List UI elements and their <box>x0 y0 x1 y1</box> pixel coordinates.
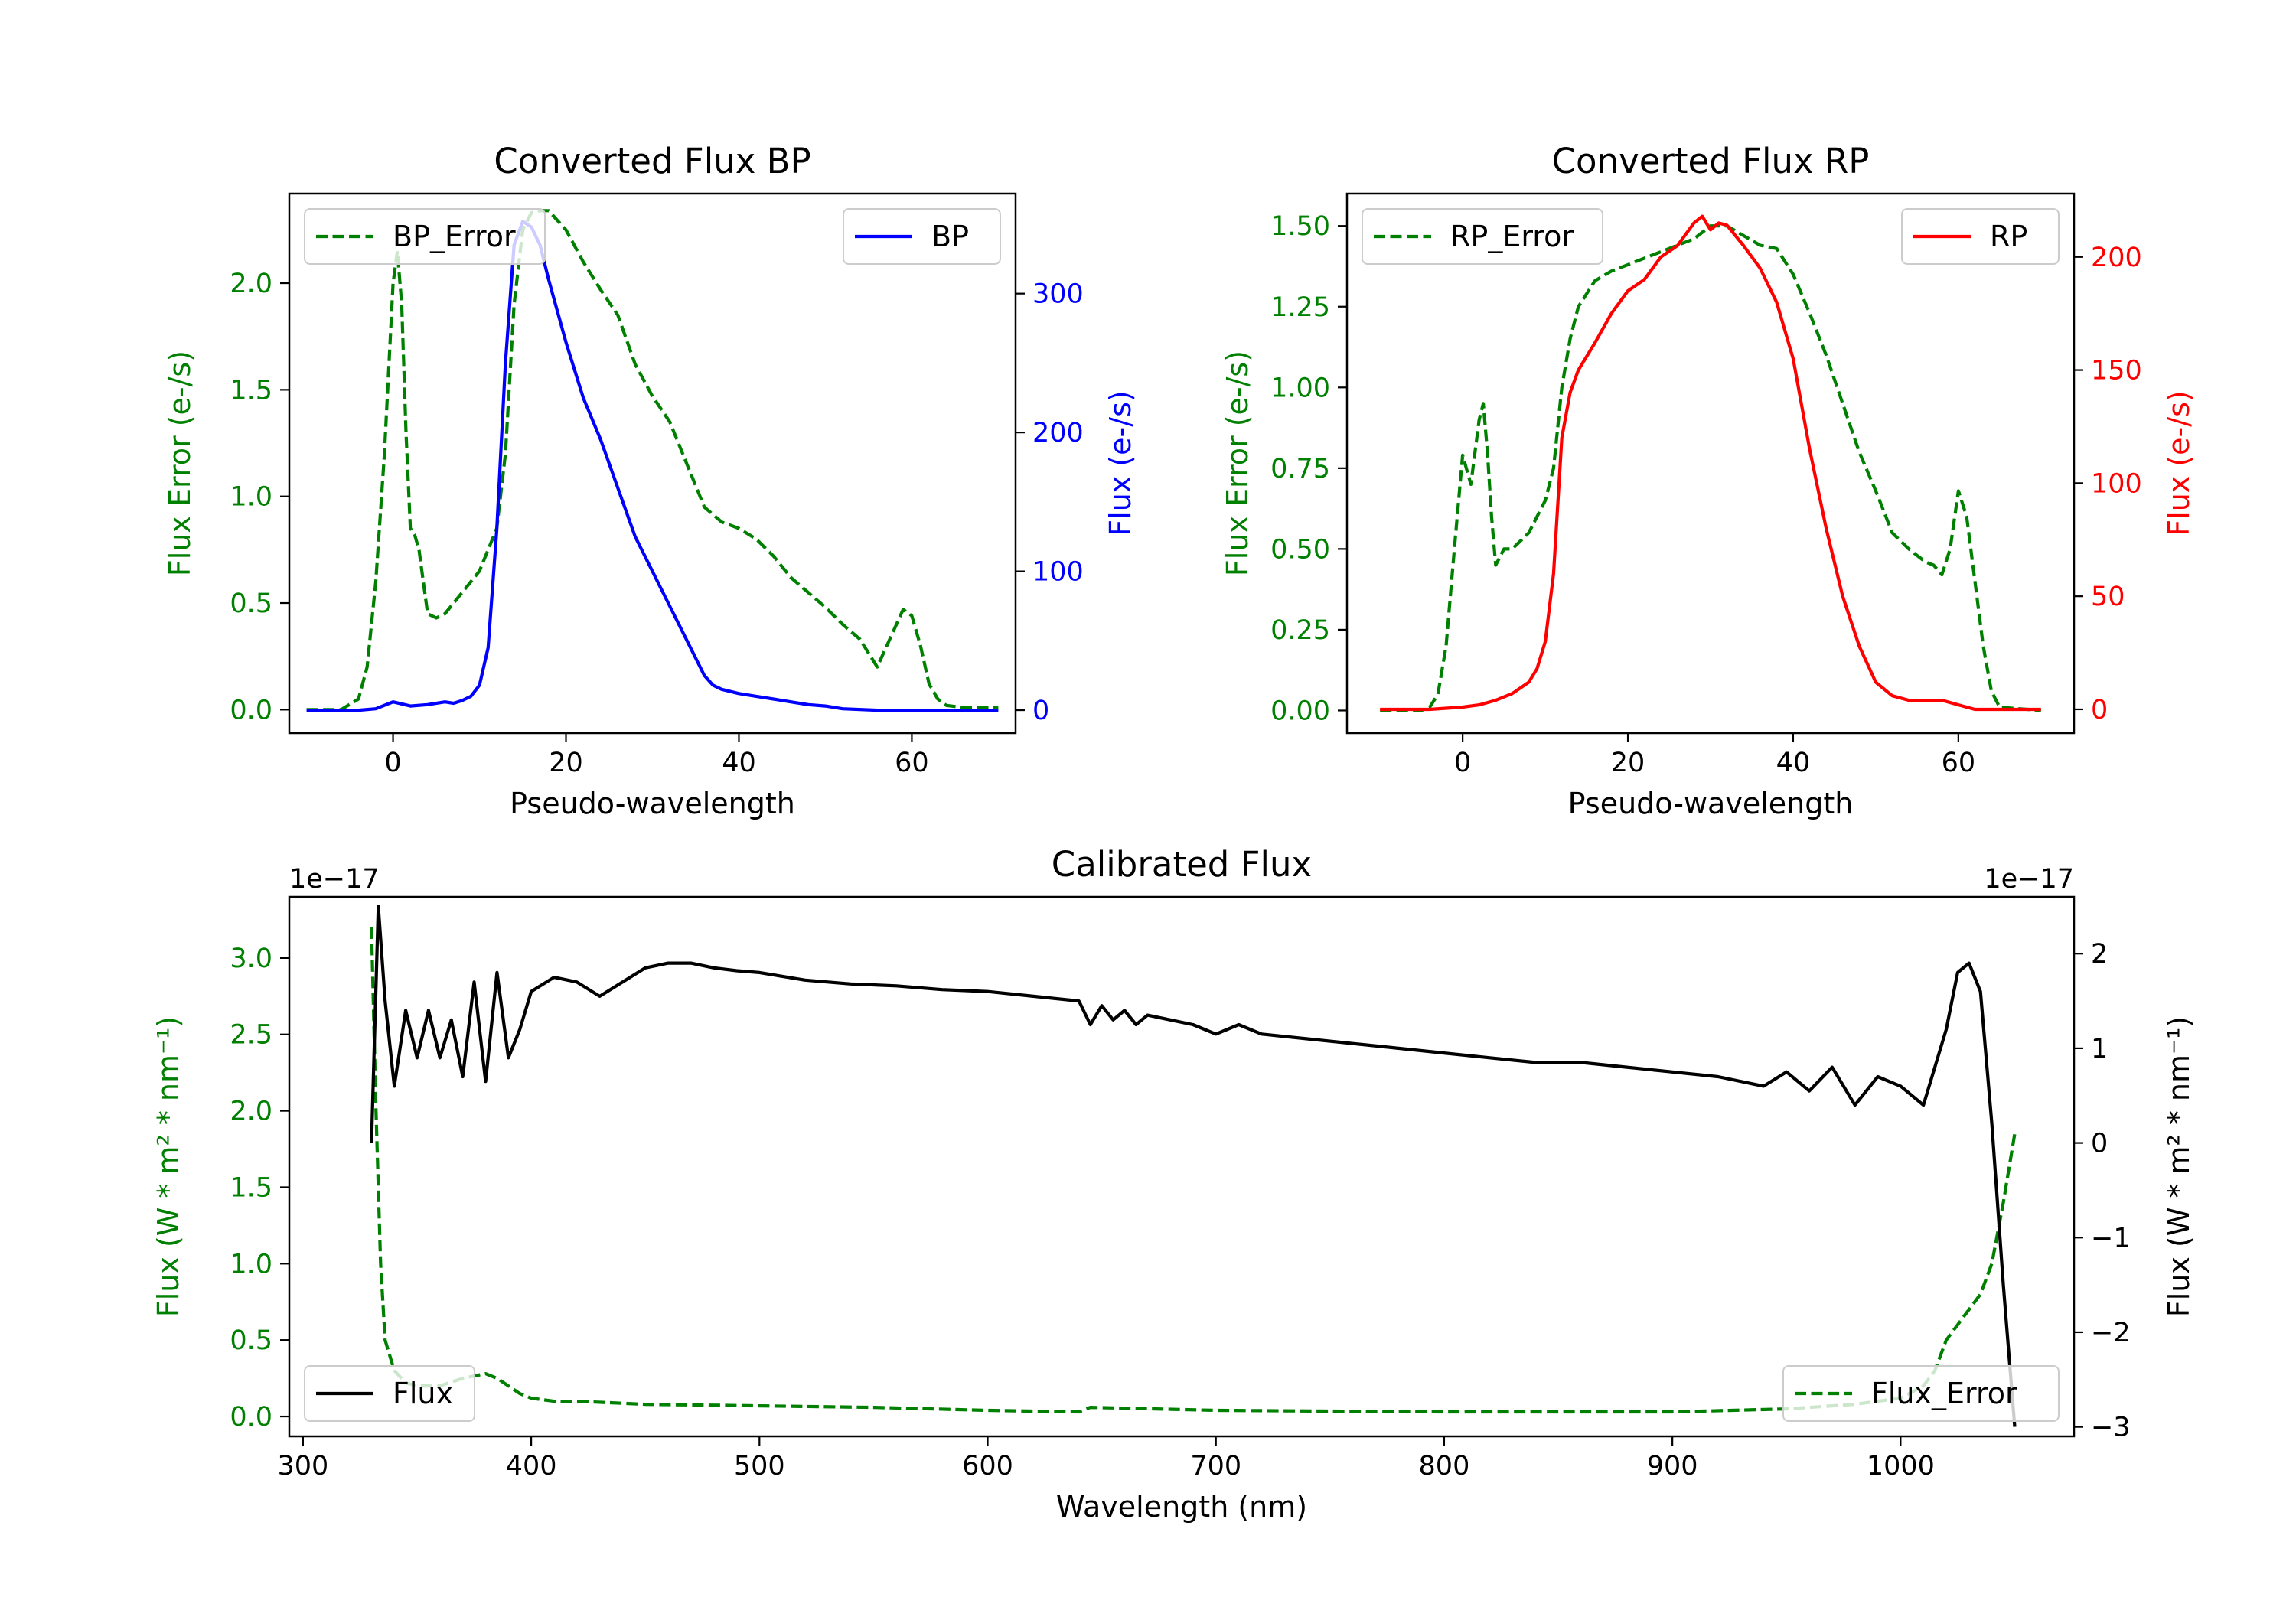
y-left-tick-label: 1.50 <box>1270 211 1330 242</box>
series-line-rp-error <box>1380 224 2041 712</box>
y-left-tick-label: 0.25 <box>1270 615 1330 646</box>
y-left-tick-label: 0.75 <box>1270 454 1330 484</box>
legend-box <box>304 208 546 265</box>
legend-label: RP_Error <box>1450 220 1574 253</box>
y-left-tick-label: 3.0 <box>230 944 272 974</box>
y-right-tick-label: 300 <box>1032 279 1084 310</box>
series-line-flux <box>370 905 2017 1427</box>
x-tick-label: 60 <box>895 748 929 778</box>
y-left-offset-text: 1e−17 <box>289 864 380 895</box>
x-tick-label: 1000 <box>1867 1451 1935 1482</box>
legend-rp-error: RP_Error <box>1362 208 1603 265</box>
legend-rp: RP <box>1901 208 2060 265</box>
y-left-tick-label: 1.5 <box>230 375 272 406</box>
series-line-bp <box>306 220 999 712</box>
chart-cal: 300 400 500 600 700 800 900 1000 0.0 0.5 1.0 1.5 2.0… <box>152 844 2196 1524</box>
series-line-flux-error <box>370 927 2017 1414</box>
series-line-rp <box>1380 214 2041 712</box>
chart-title: Converted Flux BP <box>494 141 810 181</box>
x-tick-label: 800 <box>1419 1451 1470 1482</box>
legend-label: Flux_Error <box>1871 1377 2017 1410</box>
x-tick-label: 0 <box>384 748 401 778</box>
x-tick-label: 60 <box>1942 748 1976 778</box>
y-left-tick-label: 2.5 <box>230 1020 272 1051</box>
x-tick-label: 20 <box>1611 748 1645 778</box>
legend-box <box>1782 1365 2060 1422</box>
y-right-tick-label: 100 <box>2091 468 2142 499</box>
legend-flux: Flux <box>304 1365 475 1422</box>
y-left-tick-label: 0.5 <box>230 1325 272 1356</box>
y-left-tick-label: 0.0 <box>230 1402 272 1433</box>
x-axis-label: Pseudo-wavelength <box>510 787 795 820</box>
x-tick-label: 40 <box>1776 748 1811 778</box>
legend-label: BP_Error <box>393 220 516 253</box>
chart-title: Calibrated Flux <box>1052 844 1312 885</box>
x-tick-label: 400 <box>506 1451 557 1482</box>
y-right-tick-label: −1 <box>2091 1223 2131 1253</box>
legend-label: BP <box>931 220 969 253</box>
y-right-tick-label: −2 <box>2091 1318 2131 1348</box>
y-right-tick-label: 200 <box>1032 418 1084 448</box>
y-right-tick-label: 50 <box>2091 582 2125 612</box>
y-left-tick-label: 2.0 <box>230 269 272 299</box>
y-right-axis-label: Flux (W * m² * nm⁻¹) <box>2162 1016 2196 1317</box>
x-tick-label: 500 <box>734 1451 785 1482</box>
y-right-tick-label: −3 <box>2091 1413 2131 1443</box>
y-left-tick-label: 1.00 <box>1270 373 1330 403</box>
legend-bp-error: BP_Error <box>304 208 546 265</box>
y-right-tick-label: 100 <box>1032 557 1084 588</box>
x-axis-label: Pseudo-wavelength <box>1568 787 1854 820</box>
y-right-axis-label: Flux (e-/s) <box>2162 390 2196 536</box>
series-line-bp-error <box>306 209 999 712</box>
y-left-axis-label: Flux Error (e-/s) <box>163 350 197 576</box>
x-tick-label: 700 <box>1190 1451 1241 1482</box>
chart-bp: 0 20 40 60 0.0 0.5 1.0 1.5 2.0 0 100 200 300 Converte… <box>163 141 1137 820</box>
x-tick-label: 0 <box>1454 748 1471 778</box>
y-left-tick-label: 2.0 <box>230 1097 272 1127</box>
y-left-axis-label: Flux Error (e-/s) <box>1221 350 1254 576</box>
y-right-tick-label: 0 <box>2091 695 2108 725</box>
x-tick-label: 20 <box>549 748 583 778</box>
axes-frame <box>288 895 2076 1438</box>
y-left-tick-label: 1.25 <box>1270 292 1330 323</box>
axes-frame <box>1345 192 2076 735</box>
y-right-tick-label: 150 <box>2091 356 2142 386</box>
legend-box <box>843 208 1001 265</box>
x-tick-label: 600 <box>962 1451 1013 1482</box>
legend-label: RP <box>1990 220 2027 253</box>
chart-rp: 0 20 40 60 0.00 0.25 0.50 0.75 1.00 1.25 1.50 0 50 10… <box>1221 141 2196 820</box>
y-right-tick-label: 200 <box>2091 243 2142 273</box>
y-right-tick-label: 0 <box>1032 696 1049 726</box>
x-tick-label: 900 <box>1647 1451 1698 1482</box>
y-left-tick-label: 1.0 <box>230 482 272 513</box>
legend-box <box>1362 208 1603 265</box>
legend-label: Flux <box>393 1377 453 1410</box>
y-left-tick-label: 0.0 <box>230 695 272 725</box>
axes-frame <box>288 192 1017 735</box>
y-right-tick-label: 2 <box>2091 939 2108 970</box>
legend-flux-error: Flux_Error <box>1782 1365 2060 1422</box>
legend-bp: BP <box>843 208 1001 265</box>
y-right-tick-label: 1 <box>2091 1034 2108 1064</box>
y-right-offset-text: 1e−17 <box>1984 864 2074 895</box>
y-left-tick-label: 0.5 <box>230 588 272 619</box>
x-tick-label: 300 <box>277 1451 328 1482</box>
y-left-tick-label: 0.50 <box>1270 534 1330 565</box>
y-left-tick-label: 1.0 <box>230 1249 272 1279</box>
y-right-tick-label: 0 <box>2091 1129 2108 1159</box>
y-left-tick-label: 1.5 <box>230 1172 272 1203</box>
legend-box <box>304 1365 475 1422</box>
y-left-axis-label: Flux (W * m² * nm⁻¹) <box>152 1016 185 1317</box>
x-tick-label: 40 <box>722 748 756 778</box>
chart-title: Converted Flux RP <box>1552 141 1870 181</box>
x-axis-label: Wavelength (nm) <box>1056 1490 1307 1524</box>
y-left-tick-label: 0.00 <box>1270 696 1330 726</box>
y-right-axis-label: Flux (e-/s) <box>1104 390 1137 536</box>
legend-box <box>1901 208 2060 265</box>
